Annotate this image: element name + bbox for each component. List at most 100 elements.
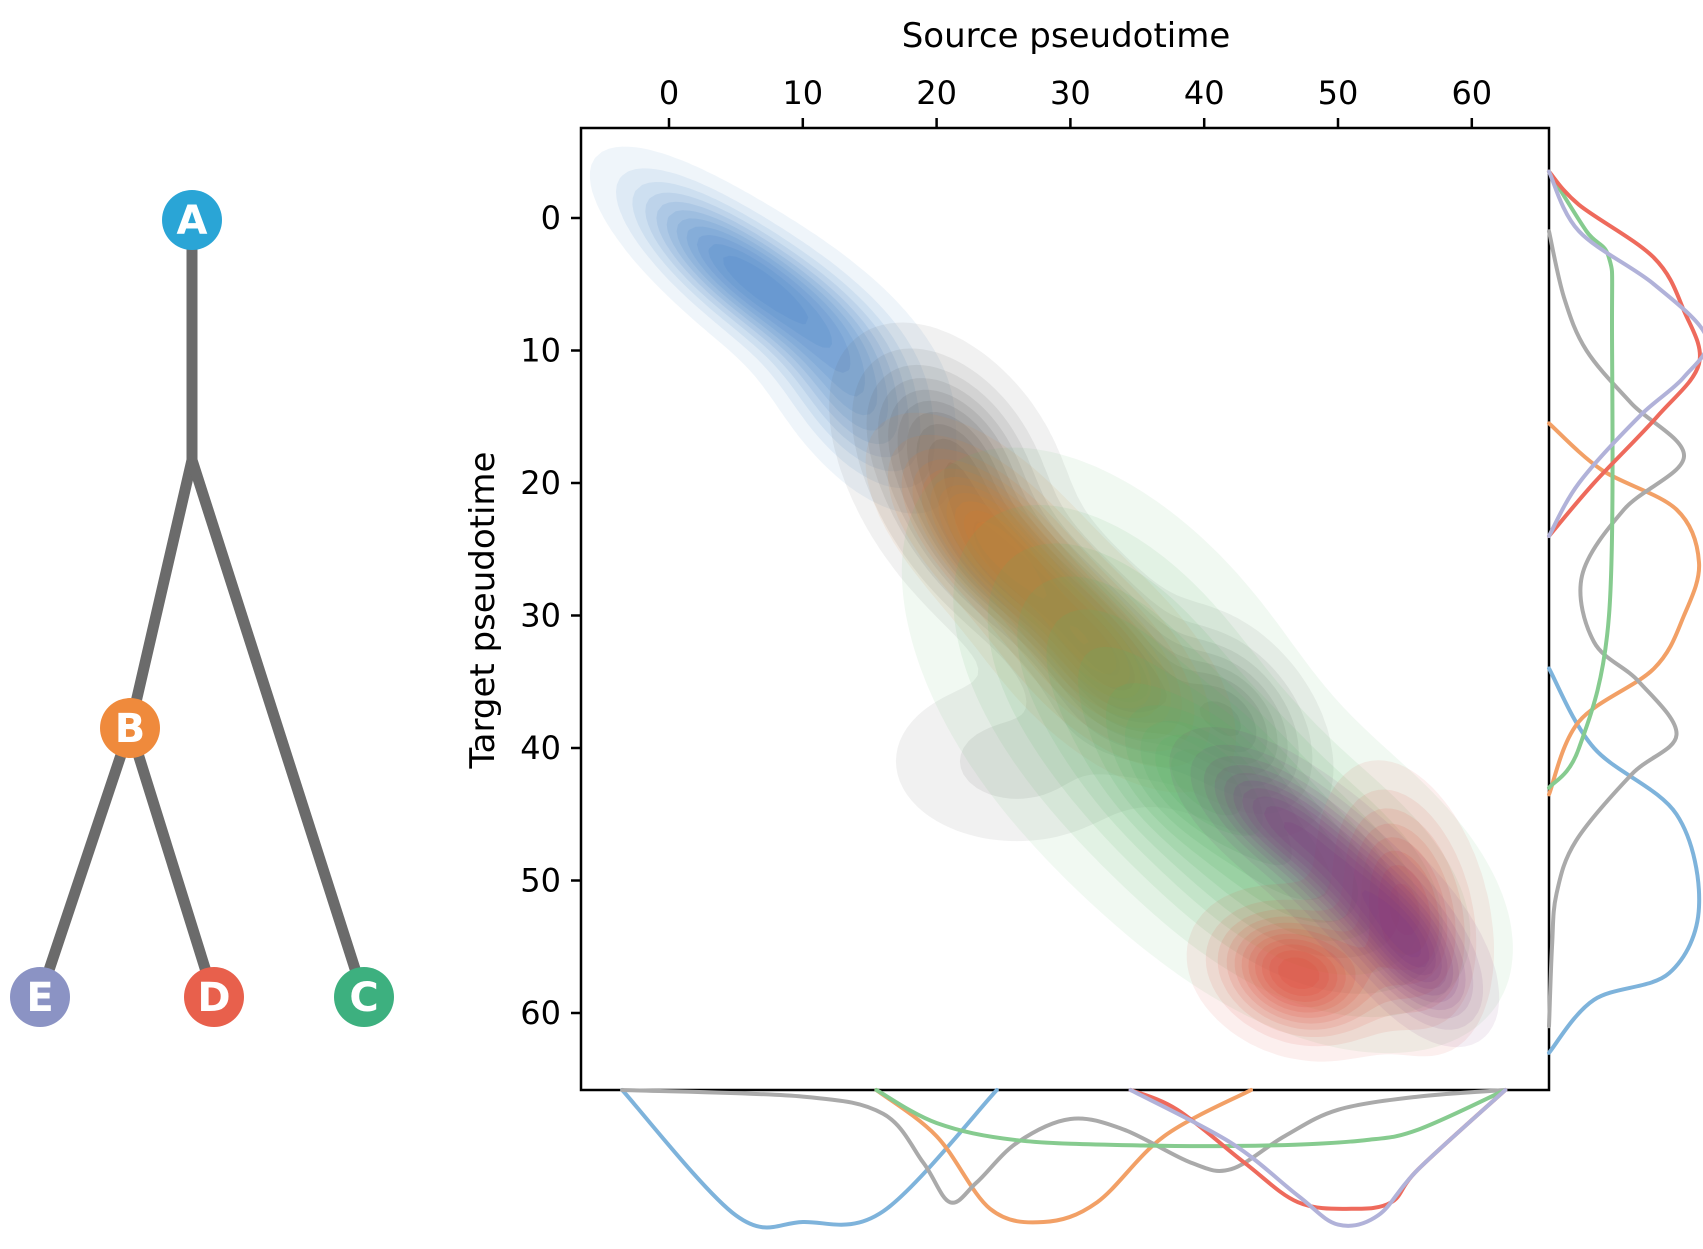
density-series-2 bbox=[829, 322, 1334, 842]
x-axis-ticks: 0 10 20 30 40 50 60 bbox=[659, 74, 1492, 128]
density-contour-level bbox=[1361, 890, 1421, 958]
tree-node-a: A bbox=[162, 190, 222, 250]
marginal-source-curve bbox=[1128, 1088, 1508, 1228]
density-contour-level bbox=[938, 485, 1151, 709]
y-tick-label: 10 bbox=[520, 332, 561, 370]
lineage-tree: A B C D E bbox=[10, 190, 394, 1027]
tree-node-circle bbox=[334, 967, 394, 1027]
density-contour-level bbox=[987, 543, 1443, 994]
density-contour-level bbox=[1169, 727, 1500, 1048]
density-contour-level bbox=[1242, 788, 1448, 989]
marginal-source-curve bbox=[620, 1088, 999, 1230]
density-contour-level bbox=[906, 412, 1257, 753]
density-contour-level bbox=[1140, 720, 1292, 866]
density-contour-level bbox=[901, 447, 1513, 1054]
marginal-target-curve bbox=[1547, 666, 1702, 1055]
density-contour-level bbox=[887, 434, 1211, 768]
density-contour-level bbox=[973, 521, 1121, 676]
density-contour-level bbox=[656, 201, 899, 445]
tree-node-circle bbox=[162, 190, 222, 250]
density-series-5 bbox=[1186, 760, 1494, 1062]
x-tick-label: 20 bbox=[916, 74, 957, 112]
y-tick-label: 20 bbox=[520, 464, 561, 502]
tree-node-d: D bbox=[184, 967, 244, 1027]
density-contour-level bbox=[1205, 789, 1477, 1047]
marginal-source-curve bbox=[874, 1088, 1508, 1149]
x-axis-label: Source pseudotime bbox=[902, 16, 1231, 56]
density-contour-level bbox=[963, 510, 1117, 674]
y-tick-label: 60 bbox=[520, 994, 561, 1032]
density-series-3 bbox=[865, 412, 1236, 793]
density-contour-level bbox=[954, 501, 1130, 688]
density-series-4 bbox=[901, 447, 1513, 1054]
density-contour-level bbox=[1278, 957, 1320, 989]
density-contour-level bbox=[1269, 950, 1329, 997]
x-tick-label: 50 bbox=[1318, 74, 1359, 112]
density-contour-level bbox=[930, 476, 1161, 719]
density-contour-level bbox=[1171, 749, 1243, 816]
x-tick-label: 40 bbox=[1184, 74, 1225, 112]
density-contour-level bbox=[616, 168, 935, 489]
x-tick-label: 10 bbox=[782, 74, 823, 112]
tree-nodes: A B C D E bbox=[10, 190, 394, 1027]
density-contour-level bbox=[723, 255, 809, 325]
density-contour-level bbox=[1190, 744, 1483, 1030]
density-contour-level bbox=[1214, 765, 1466, 1011]
density-contour-level bbox=[1224, 773, 1459, 1003]
marginal-target-curve bbox=[1547, 229, 1686, 1029]
density-contour-level bbox=[632, 182, 921, 472]
tree-node-c: C bbox=[334, 967, 394, 1027]
density-contour-level bbox=[916, 424, 1241, 737]
density-contour-level bbox=[708, 244, 832, 348]
tree-node-circle bbox=[10, 967, 70, 1027]
density-contour-level bbox=[928, 438, 1149, 703]
density-contour-level bbox=[1046, 609, 1400, 958]
density-plot: 0 10 20 30 40 50 60 0 10 20 30 40 50 60 Source pseud… bbox=[463, 16, 1551, 1092]
y-tick-label: 50 bbox=[520, 862, 561, 900]
tree-node-circle bbox=[100, 698, 160, 758]
y-tick-label: 0 bbox=[541, 199, 561, 237]
marginal-density-target bbox=[1547, 169, 1703, 1055]
density-contour-level bbox=[944, 462, 1135, 691]
density-contour-level bbox=[1078, 646, 1380, 941]
density-contour-level bbox=[897, 400, 1268, 765]
x-tick-label: 60 bbox=[1451, 74, 1492, 112]
density-contour-level bbox=[1017, 576, 1421, 975]
density-series-1 bbox=[589, 146, 957, 514]
tree-node-e: E bbox=[10, 967, 70, 1027]
tree-node-circle bbox=[184, 967, 244, 1027]
density-contour-level bbox=[1248, 864, 1431, 1013]
density-contour-level bbox=[852, 348, 1313, 814]
density-series-6 bbox=[1169, 727, 1500, 1048]
density-contour-level bbox=[1261, 944, 1338, 1002]
edge-junction-c bbox=[186, 458, 370, 999]
density-contour-level bbox=[921, 468, 1171, 729]
density-contour-level bbox=[866, 364, 1299, 799]
plot-frame bbox=[579, 126, 1551, 1092]
density-contour-level bbox=[912, 459, 1182, 739]
density-contour-level bbox=[878, 378, 1288, 787]
density-contour-level bbox=[829, 322, 1334, 842]
marginal-source-curve bbox=[874, 1088, 1253, 1225]
marginal-source-curve bbox=[1128, 1088, 1508, 1211]
density-contour-level bbox=[1284, 822, 1430, 968]
density-contour-level bbox=[589, 146, 957, 514]
density-contour-level bbox=[946, 493, 1141, 699]
marginal-source-curve bbox=[620, 1088, 1508, 1205]
density-contour-level bbox=[1234, 837, 1448, 1024]
density-contour-level bbox=[1241, 850, 1440, 1018]
density-contour-level bbox=[696, 235, 851, 373]
tree-node-label: A bbox=[177, 198, 208, 244]
marginal-target-curve bbox=[1547, 169, 1703, 538]
y-axis-ticks: 0 10 20 30 40 50 60 bbox=[520, 199, 581, 1032]
density-contour-level bbox=[1217, 808, 1465, 1037]
edge-junction-b bbox=[124, 458, 198, 730]
density-contour-level bbox=[645, 192, 909, 458]
tree-edges bbox=[34, 220, 370, 999]
density-contour-level bbox=[1155, 734, 1263, 836]
tree-node-label: C bbox=[349, 975, 378, 1021]
density-contour-level bbox=[686, 226, 865, 397]
marginal-target-curve bbox=[1547, 169, 1702, 538]
y-axis-label: Target pseudotime bbox=[463, 452, 503, 770]
